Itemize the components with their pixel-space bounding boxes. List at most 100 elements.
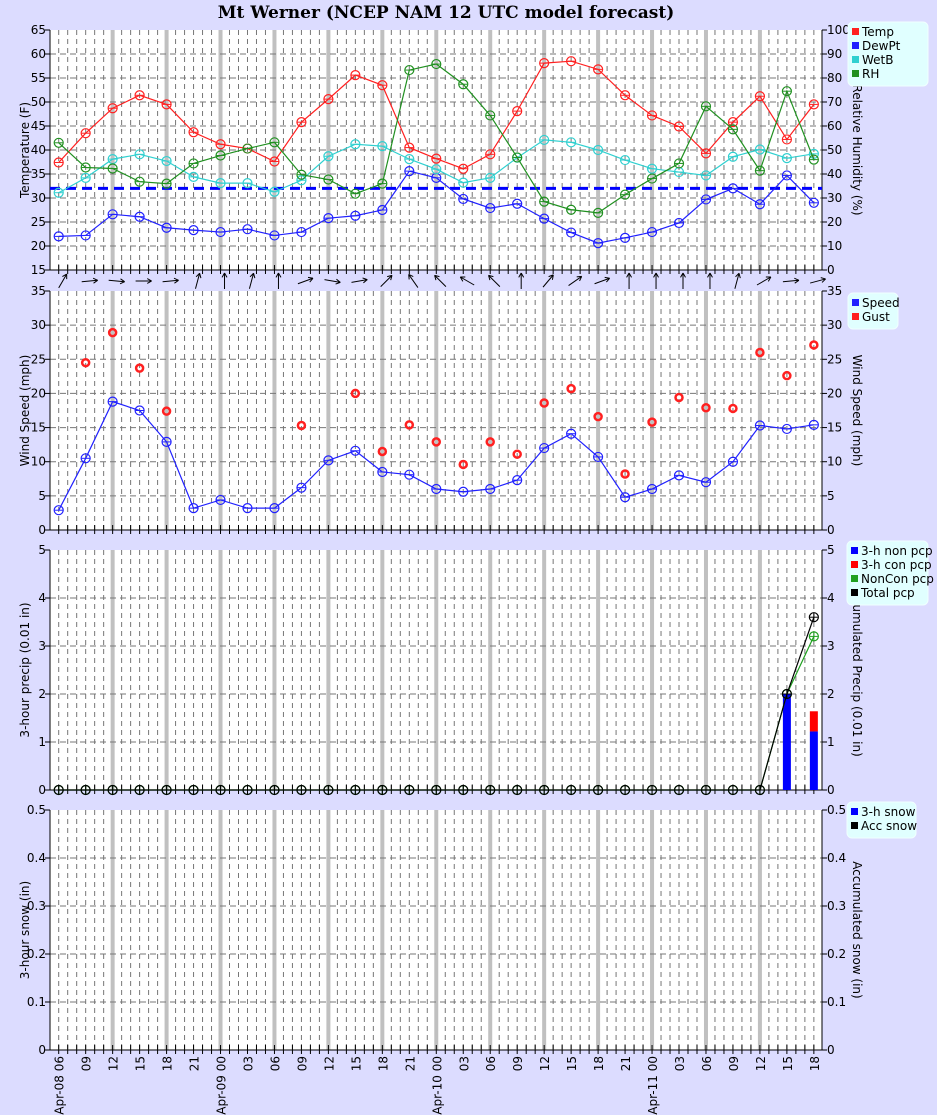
x-tick-label: 12 [754,1056,768,1071]
x-tick-label: 09 [511,1056,525,1071]
x-tick-label: 21 [619,1056,633,1071]
y-tick-label: 20 [31,386,46,400]
legend-entry: Speed [862,296,900,310]
data-point-rh [269,137,280,148]
x-tick-label: 15 [781,1056,795,1071]
data-point-total-pcp [431,784,442,796]
data-point-wetb [269,186,280,197]
data-point-dewpt [646,226,658,238]
data-point-total-pcp [350,784,361,796]
wind-direction-arrow-icon [756,276,772,286]
wind-direction-arrow-icon [408,273,419,288]
data-point-speed [431,483,442,495]
legend-entry: 3-h con pcp [861,558,932,572]
y-axis-title-right: Wind Speed (mph) [850,355,864,467]
wind-direction-arrow-icon [434,274,447,288]
data-point-total-pcp [781,688,792,700]
data-point-speed [727,456,739,467]
wind-direction-arrow-icon [135,278,152,284]
data-point-gust [647,417,657,427]
data-point-speed [107,396,118,407]
data-point-rh [700,101,712,112]
data-point-speed [458,486,469,497]
x-tick-label: 06 [700,1056,714,1071]
data-point-dewpt [53,231,64,242]
data-point-total-pcp [646,784,658,796]
legend-entry: Gust [862,310,890,324]
data-point-wetb [431,164,442,175]
data-point-dewpt [727,183,739,194]
data-point-gust [755,347,765,358]
data-point-wetb [592,144,604,156]
data-point-dewpt [754,199,766,210]
y-tick-label-right: 60 [827,119,842,133]
y-tick-label-right: 100 [827,23,850,37]
data-point-rh [754,165,766,176]
data-point-dewpt [296,226,307,238]
x-tick-label: 12 [107,1056,121,1071]
data-point-speed [188,503,199,514]
data-point-rh [781,86,792,97]
x-tick-label: 12 [322,1056,336,1071]
data-point-gust [107,327,118,338]
y-tick-label-right: 35 [827,284,842,298]
legend-entry: 3-h snow [861,805,916,819]
data-point-speed [592,451,604,463]
y-tick-label: 0 [38,783,46,797]
data-point-wetb [754,144,766,155]
data-point-temp [134,90,145,101]
data-point-rh [646,173,658,184]
y-tick-label: 0 [38,523,46,537]
y-tick-label-right: 1 [827,735,835,749]
data-point-wetb [161,155,172,167]
panel-temperature: 15 20 25 30 35 40 45 50 55 60 65 0 10 20 30 40 50 60 70 80 9… [18,21,929,277]
legend-entry: WetB [862,53,893,67]
wind-direction-arrow-icon [275,272,282,289]
data-point-gust [134,363,145,373]
y-tick-label-right: 0 [827,783,835,797]
x-tick-label: Apr-11 00 [646,1056,660,1115]
x-tick-label: 18 [592,1056,606,1071]
y-tick-label-right: 0 [827,263,835,277]
data-point-rh [377,178,388,189]
data-point-gust [620,469,630,479]
y-axis-title-right: Relative Humidity (%) [850,84,864,215]
data-point-rh [592,207,604,218]
x-tick-label: 18 [376,1056,390,1071]
data-point-total-pcp [107,784,118,796]
wind-direction-arrow-icon [734,272,741,289]
data-point-temp [80,128,91,139]
bar-3-h-con-pcp [809,711,818,732]
data-point-gust [80,357,91,368]
data-point-temp [566,56,577,67]
data-point-temp [431,153,442,164]
data-point-dewpt [134,211,145,222]
data-point-wetb [53,187,64,198]
data-point-speed [323,455,334,466]
data-point-speed [269,503,280,514]
y-tick-label-right: 10 [827,239,842,253]
data-point-wetb [80,172,91,183]
data-point-rh [188,158,199,169]
data-point-rh [350,188,361,199]
wind-direction-arrow-icon [162,277,179,284]
y-axis-title: Temperature (F) [18,102,32,199]
data-point-total-pcp [700,784,712,796]
y-tick-label: 1 [38,735,46,749]
y-axis-title: 3-hour precip (0.01 in) [18,602,32,737]
data-point-dewpt [80,230,91,241]
data-point-wetb [242,178,253,189]
y-tick-label-right: 50 [827,143,842,157]
data-point-wetb [700,170,712,181]
data-point-total-pcp [134,784,145,796]
data-point-dewpt [808,197,819,208]
y-tick-label: 4 [38,591,46,605]
data-point-wetb [350,139,361,150]
data-point-gust [350,388,361,399]
data-point-speed [808,419,819,430]
data-point-total-pcp [592,784,604,796]
data-point-speed [781,423,792,435]
